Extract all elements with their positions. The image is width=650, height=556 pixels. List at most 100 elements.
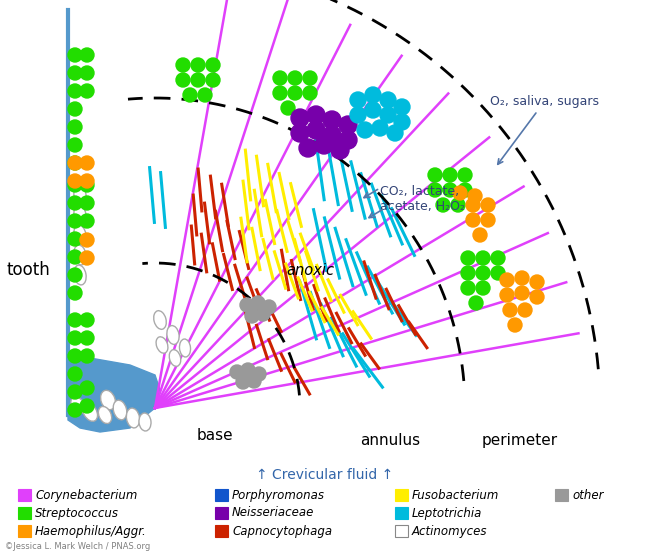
Circle shape	[68, 178, 82, 192]
Circle shape	[68, 156, 82, 170]
Circle shape	[68, 349, 82, 363]
Circle shape	[303, 86, 317, 100]
Circle shape	[262, 300, 276, 314]
Circle shape	[315, 136, 333, 154]
Circle shape	[458, 168, 472, 182]
Circle shape	[273, 86, 287, 100]
Circle shape	[68, 138, 82, 152]
Circle shape	[80, 156, 94, 170]
Circle shape	[443, 168, 457, 182]
Text: tooth: tooth	[6, 261, 50, 279]
Circle shape	[372, 120, 388, 136]
Circle shape	[350, 92, 366, 108]
Text: ©Jessica L. Mark Welch / PNAS.org: ©Jessica L. Mark Welch / PNAS.org	[5, 542, 150, 551]
Bar	[395, 507, 408, 519]
Circle shape	[191, 58, 205, 72]
Circle shape	[206, 73, 220, 87]
Text: Capnocytophaga: Capnocytophaga	[232, 524, 332, 538]
Ellipse shape	[179, 339, 190, 357]
Circle shape	[518, 303, 532, 317]
Circle shape	[303, 71, 317, 85]
Circle shape	[466, 213, 480, 227]
Text: Leptotrichia: Leptotrichia	[412, 507, 482, 519]
Circle shape	[241, 363, 255, 377]
Circle shape	[503, 303, 517, 317]
Circle shape	[247, 374, 261, 388]
Bar	[18, 525, 31, 537]
Circle shape	[339, 116, 357, 134]
Circle shape	[68, 214, 82, 228]
Circle shape	[458, 183, 472, 197]
Text: Haemophilus/Aggr.: Haemophilus/Aggr.	[35, 524, 147, 538]
Bar	[18, 489, 31, 501]
Circle shape	[68, 313, 82, 327]
Text: anoxic: anoxic	[286, 262, 334, 277]
Circle shape	[245, 309, 259, 323]
Circle shape	[476, 281, 490, 295]
Circle shape	[466, 198, 480, 212]
Circle shape	[357, 122, 373, 138]
Circle shape	[68, 331, 82, 345]
Circle shape	[251, 296, 265, 310]
Circle shape	[461, 281, 475, 295]
Circle shape	[68, 286, 82, 300]
Bar	[395, 489, 408, 501]
Circle shape	[68, 250, 82, 264]
Circle shape	[252, 367, 266, 381]
Ellipse shape	[74, 185, 86, 205]
Text: Actinomyces: Actinomyces	[412, 524, 488, 538]
Circle shape	[80, 214, 94, 228]
Circle shape	[80, 174, 94, 188]
Circle shape	[451, 198, 465, 212]
Circle shape	[428, 168, 442, 182]
Circle shape	[468, 189, 482, 203]
Circle shape	[331, 141, 349, 159]
Text: CO₂, lactate,
acetate, H₂O₂: CO₂, lactate, acetate, H₂O₂	[380, 185, 465, 213]
Circle shape	[307, 121, 325, 139]
Circle shape	[80, 399, 94, 413]
Circle shape	[80, 84, 94, 98]
Circle shape	[176, 58, 190, 72]
Circle shape	[394, 99, 410, 115]
Ellipse shape	[71, 397, 85, 413]
Text: other: other	[572, 489, 603, 502]
Circle shape	[476, 266, 490, 280]
Ellipse shape	[74, 245, 86, 265]
Circle shape	[515, 286, 529, 300]
Bar	[395, 525, 408, 537]
Circle shape	[240, 298, 254, 312]
Circle shape	[68, 367, 82, 381]
Circle shape	[80, 251, 94, 265]
Circle shape	[68, 48, 82, 62]
Circle shape	[291, 124, 309, 142]
Circle shape	[299, 139, 317, 157]
Circle shape	[80, 196, 94, 210]
Circle shape	[80, 381, 94, 395]
Circle shape	[80, 66, 94, 80]
Circle shape	[273, 71, 287, 85]
Circle shape	[339, 131, 357, 149]
Ellipse shape	[126, 408, 140, 428]
Text: ↑ Crevicular fluid ↑: ↑ Crevicular fluid ↑	[256, 468, 394, 482]
Circle shape	[68, 156, 82, 170]
Circle shape	[500, 288, 514, 302]
Circle shape	[80, 48, 94, 62]
Circle shape	[176, 73, 190, 87]
Text: perimeter: perimeter	[482, 433, 558, 448]
Circle shape	[476, 251, 490, 265]
Circle shape	[469, 296, 483, 310]
Circle shape	[365, 102, 381, 118]
Ellipse shape	[139, 413, 151, 431]
Circle shape	[281, 101, 295, 115]
Circle shape	[68, 196, 82, 210]
Circle shape	[291, 109, 309, 127]
Circle shape	[288, 86, 302, 100]
Circle shape	[68, 268, 82, 282]
Ellipse shape	[153, 311, 166, 329]
Bar	[215, 507, 228, 519]
Circle shape	[481, 198, 495, 212]
Ellipse shape	[74, 225, 86, 245]
Circle shape	[256, 307, 270, 321]
Ellipse shape	[74, 265, 86, 285]
Circle shape	[191, 73, 205, 87]
